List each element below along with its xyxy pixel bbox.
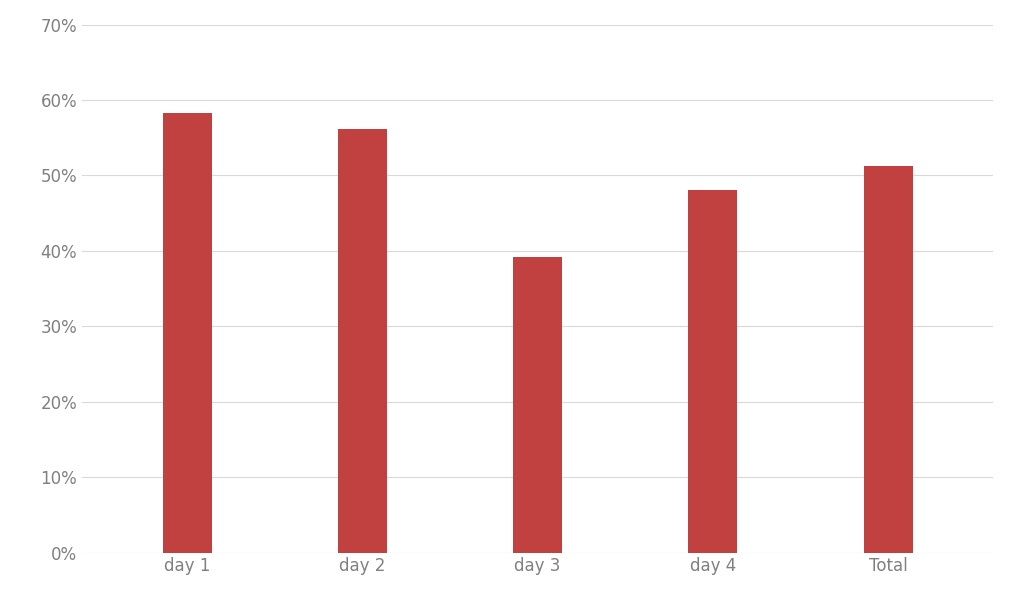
Bar bbox=[863, 166, 912, 553]
Bar bbox=[513, 257, 562, 553]
Bar bbox=[163, 113, 212, 553]
Bar bbox=[688, 190, 737, 553]
Bar bbox=[338, 129, 387, 553]
